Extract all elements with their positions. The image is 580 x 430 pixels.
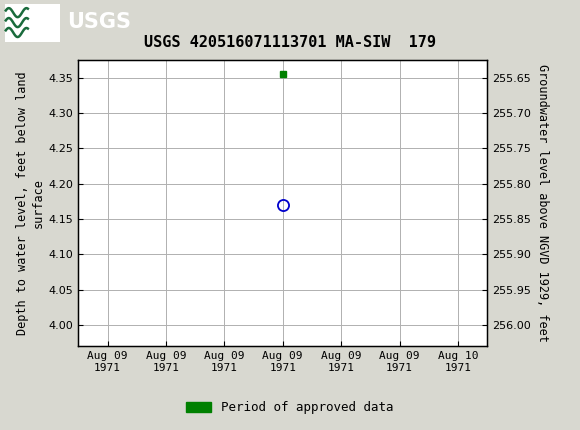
Legend: Period of approved data: Period of approved data xyxy=(181,396,399,419)
Y-axis label: Groundwater level above NGVD 1929, feet: Groundwater level above NGVD 1929, feet xyxy=(536,64,549,342)
Text: USGS: USGS xyxy=(67,12,130,32)
Y-axis label: Depth to water level, feet below land
surface: Depth to water level, feet below land su… xyxy=(16,71,45,335)
Text: USGS 420516071113701 MA-SIW  179: USGS 420516071113701 MA-SIW 179 xyxy=(144,35,436,50)
Bar xyxy=(5,3,60,42)
